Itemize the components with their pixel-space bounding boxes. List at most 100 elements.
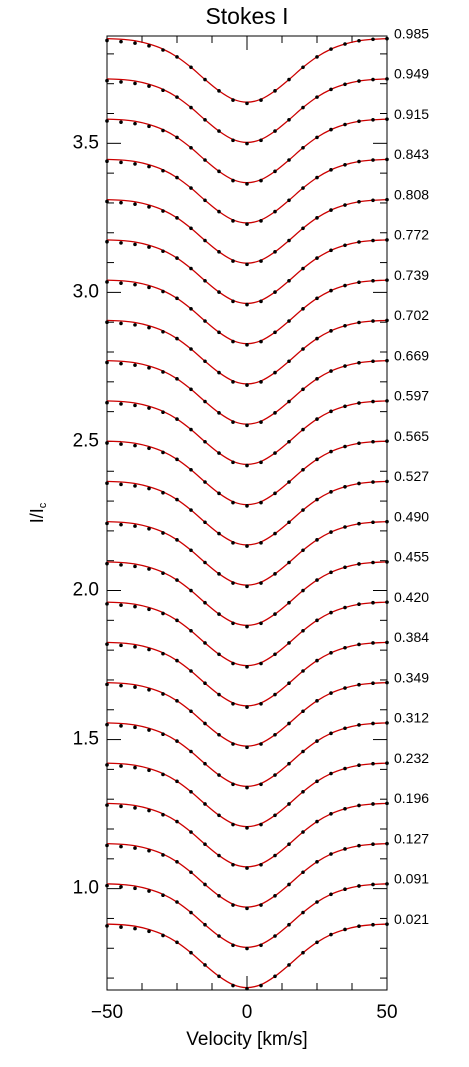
observed-point — [119, 885, 123, 889]
observed-point — [287, 319, 291, 323]
phase-label: 0.949 — [394, 66, 429, 82]
model-line — [106, 762, 388, 828]
observed-point — [315, 497, 319, 502]
observed-point — [245, 343, 249, 347]
observed-point — [357, 642, 361, 647]
observed-point — [357, 119, 361, 124]
model-line — [106, 118, 388, 184]
observed-point — [105, 159, 109, 164]
observed-point — [259, 943, 263, 948]
observed-point — [357, 79, 361, 83]
observed-point — [133, 323, 137, 327]
observed-point — [175, 900, 179, 904]
observed-point — [287, 399, 291, 404]
observed-point — [245, 544, 249, 548]
model-line — [106, 601, 388, 667]
phase-label: 0.232 — [394, 750, 429, 766]
observed-point — [189, 186, 193, 190]
observed-point — [203, 319, 207, 323]
observed-point — [343, 645, 347, 650]
observed-point — [273, 974, 277, 979]
y-tick-label: 3.5 — [73, 132, 99, 153]
observed-point — [357, 441, 361, 446]
observed-point — [315, 940, 319, 945]
observed-point — [329, 490, 333, 494]
phase-label: 0.527 — [394, 468, 429, 484]
observed-point — [329, 127, 333, 132]
observed-point — [301, 105, 305, 110]
y-tick-label: 1.0 — [73, 878, 99, 899]
observed-point — [287, 439, 291, 444]
observed-point — [357, 602, 361, 607]
observed-point — [217, 290, 221, 294]
y-axis-label-sub: c — [37, 502, 49, 508]
observed-point — [385, 801, 389, 806]
observed-point — [231, 380, 235, 384]
observed-point — [147, 607, 151, 612]
observed-point — [189, 749, 193, 754]
observed-point — [119, 361, 123, 366]
observed-point — [245, 182, 249, 186]
observed-point — [231, 299, 235, 304]
observed-point — [133, 242, 137, 247]
observed-point — [231, 862, 235, 867]
observed-point — [273, 853, 277, 858]
observed-point — [231, 500, 235, 505]
observed-point — [287, 761, 291, 766]
observed-point — [217, 330, 221, 335]
observed-point — [147, 44, 151, 48]
observed-point — [371, 37, 375, 42]
model-line — [106, 842, 388, 908]
observed-point — [133, 886, 137, 891]
observed-point — [203, 842, 207, 847]
observed-point — [133, 282, 137, 287]
observed-point — [329, 610, 333, 615]
model-line — [106, 360, 388, 425]
observed-point — [147, 325, 151, 330]
observed-point — [287, 238, 291, 243]
observed-point — [217, 572, 221, 576]
observed-point — [343, 927, 347, 932]
model-line — [106, 641, 388, 707]
observed-point — [119, 643, 123, 648]
observed-point — [259, 742, 263, 746]
observed-point — [287, 158, 291, 162]
model-line — [106, 722, 388, 788]
observed-point — [147, 527, 151, 531]
observed-point — [259, 661, 263, 666]
observed-point — [119, 402, 123, 406]
observed-point — [217, 451, 221, 455]
observed-point — [301, 427, 305, 432]
observed-point — [119, 200, 123, 205]
observed-point — [273, 129, 277, 133]
observed-point — [301, 910, 305, 915]
x-tick-label: 50 — [376, 1002, 397, 1023]
observed-point — [189, 508, 193, 512]
observed-point — [287, 600, 291, 605]
observed-point — [231, 621, 235, 626]
observed-point — [329, 369, 333, 373]
observed-point — [133, 564, 137, 569]
observed-point — [329, 932, 333, 937]
observed-point — [273, 451, 277, 455]
x-tick-label: 0 — [242, 1002, 253, 1023]
observed-point — [147, 205, 151, 209]
phase-label: 0.702 — [394, 307, 429, 323]
observed-point — [315, 417, 319, 421]
observed-point — [357, 924, 361, 929]
observed-point — [287, 842, 291, 847]
observed-point — [231, 983, 235, 988]
observed-point — [105, 561, 109, 566]
observed-point — [175, 779, 179, 784]
phase-label: 0.985 — [394, 25, 429, 41]
observed-point — [259, 621, 263, 626]
observed-point — [217, 692, 221, 697]
observed-point — [273, 572, 277, 576]
observed-point — [329, 449, 333, 454]
observed-point — [203, 922, 207, 927]
observed-point — [161, 48, 165, 52]
observed-point — [385, 519, 389, 524]
observed-point — [343, 726, 347, 731]
observed-point — [259, 581, 263, 585]
observed-point — [217, 934, 221, 938]
